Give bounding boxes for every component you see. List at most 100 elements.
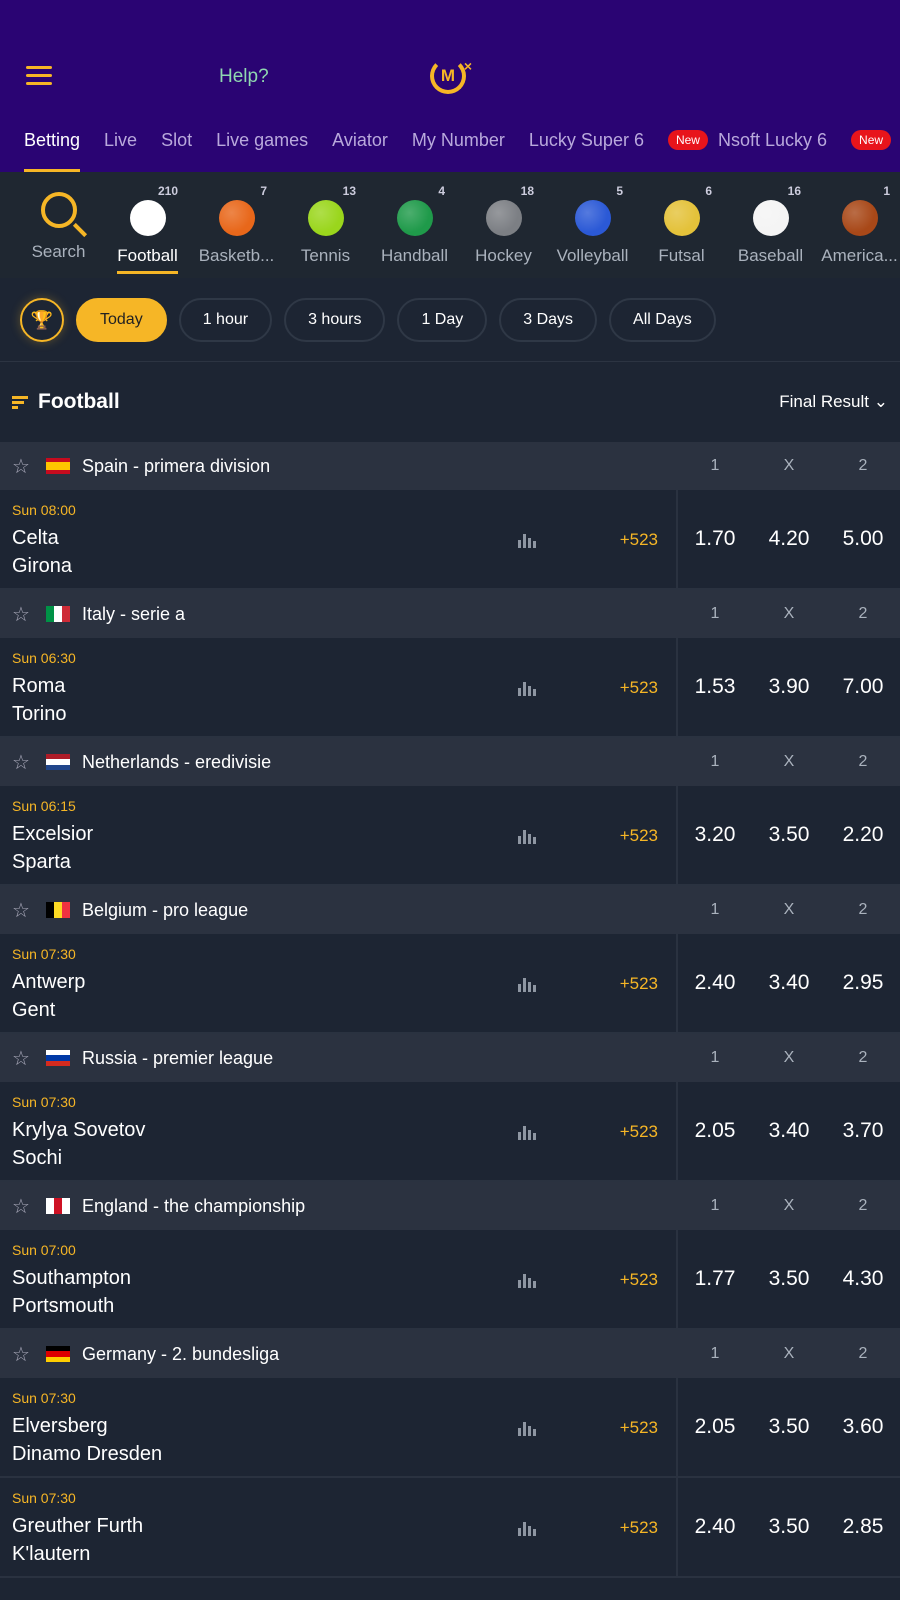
tab-my-number[interactable]: My Number [411,130,505,150]
match-info[interactable]: Sun 08:00 Celta Girona +523 [0,490,678,588]
match-info[interactable]: Sun 07:00 Southampton Portsmouth +523 [0,1230,678,1328]
sport-volleyball[interactable]: 5 Volleyball [548,172,637,278]
tab-nsoft-lucky-6[interactable]: Nsoft Lucky 6 [717,130,828,150]
filter-3-days[interactable]: 3 Days [499,297,598,342]
match-row[interactable]: Sun 06:30 Roma Torino +523 1.53 3.90 7.00 [0,638,900,738]
odd-button-1[interactable]: 1.77 [694,1267,736,1290]
match-row[interactable]: Sun 07:30 Elversberg Dinamo Dresden +523 2.0… [0,1378,900,1478]
odd-button-2[interactable]: 3.70 [842,1119,884,1142]
match-row[interactable]: Sun 08:00 Celta Girona +523 1.70 4.20 5.00 [0,490,900,590]
odd-button-x[interactable]: 4.20 [768,527,810,550]
odd-button-2[interactable]: 4.30 [842,1267,884,1290]
match-row[interactable]: Sun 06:15 Excelsior Sparta +523 3.20 3.50 2.20 [0,786,900,886]
match-info[interactable]: Sun 06:15 Excelsior Sparta +523 [0,786,678,884]
league-name[interactable]: Belgium - pro league [82,899,249,920]
odd-button-x[interactable]: 3.40 [768,971,810,994]
sport-search[interactable]: Search [14,172,103,278]
star-icon[interactable]: ☆ [12,603,30,626]
match-info[interactable]: Sun 07:30 Elversberg Dinamo Dresden +523 [0,1378,678,1476]
league-name[interactable]: Italy - serie a [82,603,186,624]
odd-button-2[interactable]: 3.60 [842,1415,884,1438]
odd-button-x[interactable]: 3.50 [768,1515,810,1538]
sport-futsal[interactable]: 6 Futsal [637,172,726,278]
star-icon[interactable]: ☆ [12,751,30,774]
star-icon[interactable]: ☆ [12,899,30,922]
league-name[interactable]: Russia - premier league [82,1047,274,1068]
tab-lucky-super-6[interactable]: Lucky Super 6 [528,130,644,150]
stats-icon[interactable] [518,1422,536,1436]
menu-icon[interactable] [26,66,52,90]
more-markets[interactable]: +523 [619,1418,658,1437]
odd-button-1[interactable]: 1.70 [694,527,736,550]
odd-button-x[interactable]: 3.40 [768,1119,810,1142]
sport-football[interactable]: 210 Football [103,172,192,278]
odd-button-2[interactable]: 2.85 [842,1515,884,1538]
match-info[interactable]: Sun 07:30 Greuther Furth K'lautern +523 [0,1478,678,1576]
match-info[interactable]: Sun 07:30 Antwerp Gent +523 [0,934,678,1032]
odd-button-1[interactable]: 2.05 [694,1119,736,1142]
odd-button-1[interactable]: 2.05 [694,1415,736,1438]
stats-icon[interactable] [518,1274,536,1288]
sport-baseball[interactable]: 16 Baseball [726,172,815,278]
tab-live-games[interactable]: Live games [216,130,309,150]
odd-button-x[interactable]: 3.50 [768,1415,810,1438]
match-info[interactable]: Sun 06:30 Roma Torino +523 [0,638,678,736]
more-markets[interactable]: +523 [619,974,658,993]
logo[interactable]: M × [430,58,472,94]
market-select[interactable]: Final Result ⌄ [779,392,888,411]
stats-icon[interactable] [518,1522,536,1536]
tab-live[interactable]: Live [104,130,138,150]
odd-button-2[interactable]: 2.95 [842,971,884,994]
match-row[interactable]: Sun 07:30 Krylya Sovetov Sochi +523 2.05 3.40… [0,1082,900,1182]
sport-handball[interactable]: 4 Handball [370,172,459,278]
star-icon[interactable]: ☆ [12,1343,30,1366]
tab-aviator[interactable]: Aviator [332,130,388,150]
league-name[interactable]: Netherlands - eredivisie [82,751,272,772]
star-icon[interactable]: ☆ [12,1047,30,1070]
league-name[interactable]: Germany - 2. bundesliga [82,1343,280,1364]
stats-icon[interactable] [518,534,536,548]
sport-basketb[interactable]: 7 Basketb... [192,172,281,278]
tab-betting[interactable]: Betting [24,108,81,172]
stats-icon[interactable] [518,682,536,696]
filter-1-hour[interactable]: 1 hour [178,297,273,342]
match-row[interactable]: Sun 07:30 Greuther Furth K'lautern +523 2.40… [0,1478,900,1578]
star-icon[interactable]: ☆ [12,1195,30,1218]
star-icon[interactable]: ☆ [12,455,30,478]
more-markets[interactable]: +523 [619,826,658,845]
match-row[interactable]: Sun 07:30 Antwerp Gent +523 2.40 3.40 2.95 [0,934,900,1034]
stats-icon[interactable] [518,830,536,844]
odd-button-2[interactable]: 7.00 [842,675,884,698]
match-row[interactable]: Sun 07:00 Southampton Portsmouth +523 1.77 3.… [0,1230,900,1330]
help-link[interactable]: Help? [219,66,269,87]
odd-button-1[interactable]: 2.40 [694,971,736,994]
odd-button-1[interactable]: 1.53 [694,675,736,698]
filter-3-hours[interactable]: 3 hours [284,297,386,342]
stats-icon[interactable] [518,978,536,992]
more-markets[interactable]: +523 [619,1122,658,1141]
odd-button-1[interactable]: 2.40 [694,1515,736,1538]
filter-1-day[interactable]: 1 Day [397,297,488,342]
filter-today[interactable]: Today [76,297,167,342]
more-markets[interactable]: +523 [619,1518,658,1537]
sport-hockey[interactable]: 18 Hockey [459,172,548,278]
stats-icon[interactable] [518,1126,536,1140]
odd-button-x[interactable]: 3.90 [768,675,810,698]
tab-slot[interactable]: Slot [161,130,193,150]
odd-button-2[interactable]: 2.20 [842,823,884,846]
filter-all-days[interactable]: All Days [609,297,716,342]
sport-ball-icon [574,200,611,236]
odd-button-2[interactable]: 5.00 [842,527,884,550]
league-name[interactable]: England - the championship [82,1195,306,1216]
odd-button-1[interactable]: 3.20 [694,823,736,846]
more-markets[interactable]: +523 [619,530,658,549]
odd-button-x[interactable]: 3.50 [768,1267,810,1290]
odd-button-x[interactable]: 3.50 [768,823,810,846]
league-name[interactable]: Spain - primera division [82,455,271,476]
more-markets[interactable]: +523 [619,678,658,697]
sport-america[interactable]: 1 America... [815,172,900,278]
more-markets[interactable]: +523 [619,1270,658,1289]
sport-tennis[interactable]: 13 Tennis [281,172,370,278]
trophy-icon[interactable]: 🏆 [20,297,64,342]
match-info[interactable]: Sun 07:30 Krylya Sovetov Sochi +523 [0,1082,678,1180]
